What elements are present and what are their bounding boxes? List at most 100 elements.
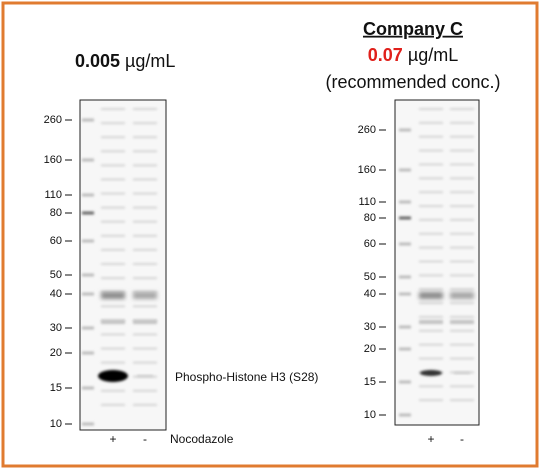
ladder-band <box>399 200 411 204</box>
band-40 <box>419 292 443 299</box>
right-title: 0.07 µg/mL <box>368 45 458 65</box>
marker-label: 30 <box>364 321 376 333</box>
band-low <box>133 320 157 324</box>
lane-band <box>101 164 125 167</box>
marker-label: 30 <box>50 322 62 334</box>
lane-band <box>450 246 474 249</box>
lane-band <box>133 206 157 209</box>
lane-band <box>419 343 443 346</box>
lane-band <box>101 333 125 336</box>
lane-band <box>450 191 474 194</box>
lane-band <box>101 136 125 139</box>
lane-band <box>101 248 125 251</box>
marker-label: 160 <box>358 164 376 176</box>
lane-band <box>450 288 474 291</box>
marker-label: 60 <box>364 238 376 250</box>
lane-band <box>133 122 157 125</box>
lane-band <box>450 385 474 388</box>
lane-band <box>450 135 474 138</box>
lane-band <box>450 343 474 346</box>
lane-band <box>101 305 125 308</box>
lane-band <box>450 315 474 318</box>
ladder-band <box>399 413 411 417</box>
left-title: 0.005 µg/mL <box>75 51 175 71</box>
lane-band <box>133 136 157 139</box>
band-low <box>450 320 474 324</box>
marker-label: 50 <box>364 271 376 283</box>
lane-band <box>419 288 443 291</box>
lane-band <box>133 263 157 265</box>
marker-label: 260 <box>358 124 376 136</box>
ladder-band <box>82 292 94 296</box>
note: (recommended conc.) <box>325 72 500 92</box>
lane-band <box>101 122 125 125</box>
band-40 <box>133 292 157 299</box>
band-low <box>419 320 443 324</box>
lane-band <box>133 164 157 167</box>
blots: 260 160 110 80 60 50 40 30 20 15 10 + - 260 160 110 80 60… <box>44 99 480 446</box>
marker-label: 50 <box>50 269 62 281</box>
lane-band <box>101 234 125 237</box>
ladder-band <box>399 292 411 296</box>
band-40 <box>101 292 125 299</box>
ladder-band <box>399 242 411 246</box>
histone-band <box>420 370 442 376</box>
ladder-band <box>399 325 411 329</box>
lane-band <box>133 333 157 336</box>
lane-band <box>419 302 443 305</box>
lane-band <box>133 277 157 280</box>
band-low <box>101 320 125 324</box>
lane-band <box>101 347 125 350</box>
lane-band <box>450 399 474 402</box>
lane-band <box>450 163 474 166</box>
lane-band <box>450 302 474 305</box>
lane-band <box>133 192 157 195</box>
lane-band <box>133 305 157 308</box>
concentration: 0.005 <box>75 51 120 71</box>
lane-band <box>133 150 157 153</box>
lane-band <box>133 234 157 237</box>
lane-band <box>419 177 443 180</box>
ladder-band <box>399 168 411 172</box>
lane-band <box>450 329 474 332</box>
lane-band <box>419 246 443 249</box>
marker-label: 40 <box>364 288 376 300</box>
lane-band <box>419 218 443 221</box>
ladder-band <box>82 193 94 197</box>
marker-label: 80 <box>364 212 376 224</box>
lane-label: - <box>460 432 464 446</box>
lane-band <box>419 399 443 402</box>
ladder-band <box>399 275 411 279</box>
lane-band <box>419 121 443 124</box>
lane-band <box>450 205 474 208</box>
faint-band <box>454 372 470 374</box>
lane-band <box>101 206 125 209</box>
ladder-band <box>82 386 94 390</box>
lane-band <box>133 403 157 406</box>
lane-band <box>101 150 125 153</box>
lane-band <box>101 361 125 364</box>
ladder-band <box>82 351 94 355</box>
treatment-label: Nocodazole <box>170 432 234 446</box>
concentration: 0.07 <box>368 45 403 65</box>
ladder-band <box>399 216 411 220</box>
lane-band <box>133 347 157 350</box>
marker-label: 110 <box>44 189 62 201</box>
ladder-band <box>82 326 94 330</box>
ladder-band <box>82 422 94 426</box>
lane-band <box>450 121 474 124</box>
lane-band <box>450 274 474 277</box>
ladder-band <box>82 158 94 162</box>
ladder-band <box>399 347 411 351</box>
lane-label: - <box>143 432 147 446</box>
lane-band <box>419 108 443 110</box>
lane-band <box>101 192 125 195</box>
lane-band <box>419 385 443 388</box>
faint-band <box>137 375 153 377</box>
lane-band <box>450 108 474 110</box>
lane-band <box>419 232 443 235</box>
lane-band <box>133 248 157 251</box>
lane-band <box>419 315 443 318</box>
lane-band <box>101 389 125 392</box>
